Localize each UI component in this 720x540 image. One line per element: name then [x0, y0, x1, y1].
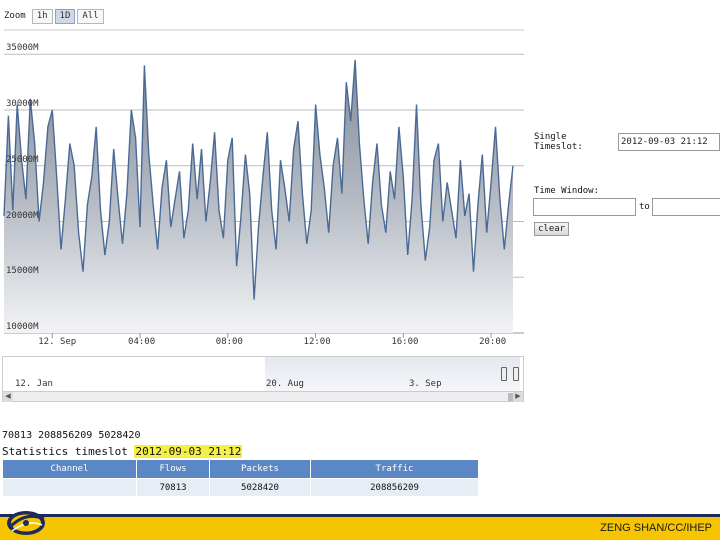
y-tick-label: 35000M: [6, 43, 39, 54]
column-header-traffic: Traffic: [310, 459, 479, 479]
time-window-to-label: to: [639, 202, 650, 212]
y-tick-label: 10000M: [6, 322, 39, 332]
navigator-label: 20. Aug: [266, 379, 304, 389]
column-header-packets: Packets: [209, 459, 311, 479]
navigator-right-handle[interactable]: [513, 367, 519, 381]
y-tick-label: 30000M: [6, 99, 39, 110]
institute-logo-icon: [7, 511, 45, 535]
navigator-scrollbar[interactable]: ◀ ▶: [3, 391, 523, 402]
single-timeslot-label: Single Timeslot:: [534, 132, 583, 152]
y-tick-label: 25000M: [6, 154, 39, 165]
cell-flows: 70813: [136, 478, 210, 497]
time-window-to-input[interactable]: [651, 198, 720, 216]
zoom-label: Zoom: [4, 11, 26, 21]
clear-button[interactable]: clear: [534, 222, 570, 236]
x-tick-label: 08:00: [215, 337, 243, 347]
cell-traffic: 208856209: [310, 478, 479, 497]
chart-canvas[interactable]: [0, 28, 526, 353]
x-tick-label: 20:00: [479, 337, 507, 347]
cell-channel: [2, 478, 137, 497]
scrollbar-thumb[interactable]: [508, 393, 514, 401]
zoom-1d-button[interactable]: 1D: [54, 8, 76, 24]
zoom-1h-button[interactable]: 1h: [31, 8, 53, 24]
scroll-left-icon[interactable]: ◀: [3, 392, 13, 402]
stats-title-time: 2012-09-03 21:12: [134, 445, 243, 458]
range-navigator[interactable]: 12. Jan 20. Aug 3. Sep ◀ ▶: [2, 356, 524, 402]
navigator-label: 3. Sep: [409, 379, 442, 389]
stats-title-prefix: Statistics timeslot: [2, 445, 128, 458]
cell-packets: 5028420: [209, 478, 311, 497]
series-line: [3, 59, 514, 300]
x-tick-label: 12:00: [303, 337, 331, 347]
zoom-all-button[interactable]: All: [77, 8, 104, 24]
navigator-left-handle[interactable]: [501, 367, 507, 381]
table-row: 70813 5028420 208856209: [2, 478, 479, 497]
y-tick-label: 15000M: [6, 266, 39, 277]
time-window-from-input[interactable]: [533, 198, 636, 216]
x-tick-label: 04:00: [128, 337, 156, 347]
stats-title: Statistics timeslot 2012-09-03 21:12: [2, 445, 243, 458]
x-tick-label: 12. Sep: [38, 337, 77, 347]
footer-bar: ZENG SHAN/CC/IHEP: [0, 511, 720, 540]
column-header-flows: Flows: [136, 459, 210, 479]
table-header-row: Channel Flows Packets Traffic: [2, 459, 479, 479]
scroll-right-icon[interactable]: ▶: [513, 392, 523, 402]
raw-stats-line: 70813 208856209 5028420: [2, 430, 141, 441]
timeslot-panel: Single Timeslot: Time Window: to clear: [533, 132, 720, 236]
column-header-channel: Channel: [2, 459, 137, 479]
stats-table: Channel Flows Packets Traffic 70813 5028…: [2, 459, 479, 497]
traffic-chart[interactable]: [0, 28, 526, 353]
y-tick-label: 20000M: [6, 210, 39, 221]
zoom-bar: Zoom 1h 1D All: [4, 8, 106, 24]
single-timeslot-input[interactable]: [618, 133, 720, 151]
x-tick-label: 16:00: [391, 337, 419, 347]
navigator-selected-range[interactable]: [265, 357, 520, 391]
series-area: [4, 59, 513, 334]
chart-series: [3, 59, 514, 334]
footer-credit: ZENG SHAN/CC/IHEP: [600, 522, 712, 534]
navigator-label: 12. Jan: [15, 379, 53, 389]
time-window-label: Time Window:: [534, 186, 600, 196]
